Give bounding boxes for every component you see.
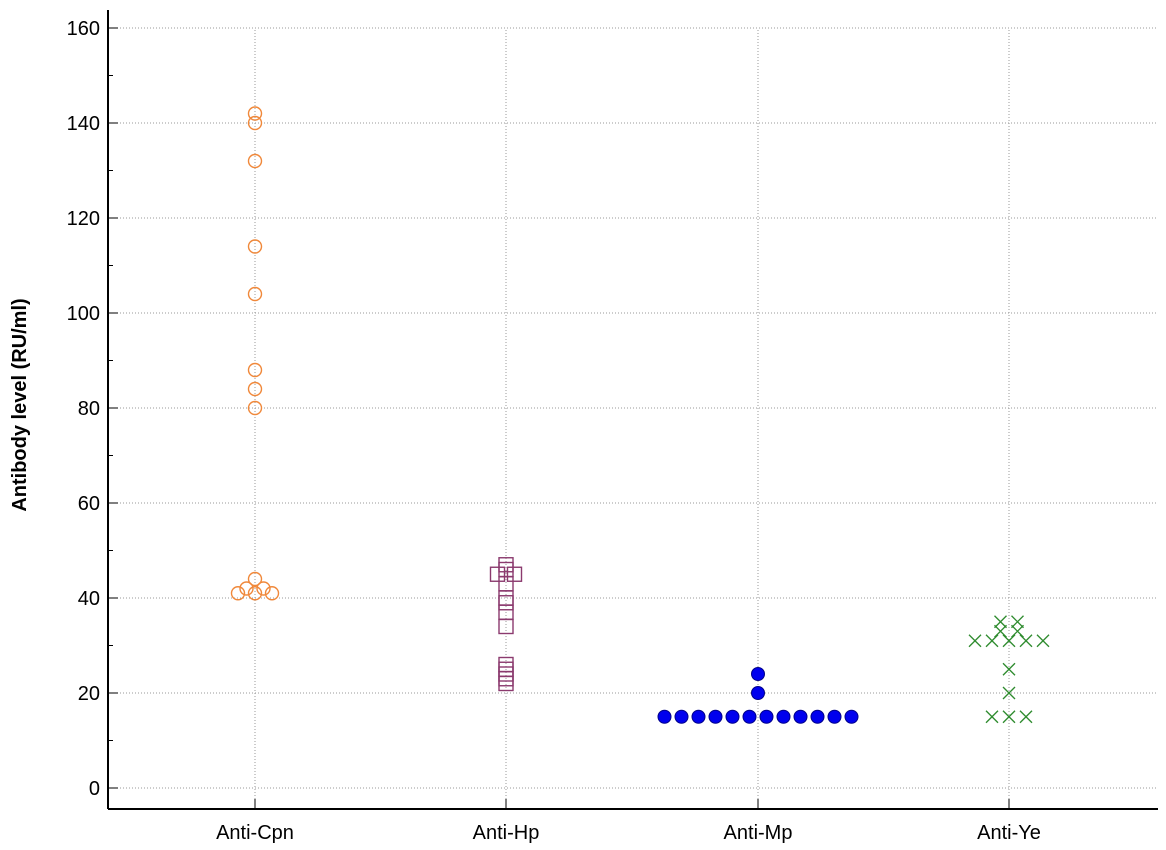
y-tick-label: 40 xyxy=(78,588,100,610)
data-point-anti-hp xyxy=(489,566,506,582)
grid xyxy=(108,27,1158,809)
x-tick-label: Anti-Cpn xyxy=(216,822,294,844)
data-point-anti-ye xyxy=(1011,624,1024,638)
x-tick-label: Anti-Hp xyxy=(473,822,540,844)
data-point-anti-cpn xyxy=(247,106,263,121)
data-point-anti-cpn xyxy=(247,362,263,378)
data-point-anti-cpn xyxy=(247,153,263,169)
data-point-anti-ye xyxy=(1002,662,1016,676)
y-tick-label: 0 xyxy=(89,778,100,800)
data-point-anti-hp xyxy=(498,595,514,611)
x-tick-label: Anti-Mp xyxy=(724,822,793,844)
data-point-anti-cpn xyxy=(264,586,280,601)
data-point-anti-mp xyxy=(674,709,689,724)
data-point-anti-cpn xyxy=(247,571,263,587)
data-point-anti-cpn xyxy=(247,400,263,416)
data-point-anti-mp xyxy=(810,709,825,724)
data-point-anti-ye xyxy=(994,624,1007,638)
y-tick-label: 140 xyxy=(67,113,100,135)
data-point-anti-ye xyxy=(985,634,999,648)
y-tick-label: 120 xyxy=(67,208,100,230)
data-point-anti-ye xyxy=(985,710,999,724)
data-point-anti-mp xyxy=(691,709,706,724)
data-point-anti-mp xyxy=(751,667,765,681)
data-point-anti-cpn xyxy=(256,581,271,596)
data-point-anti-cpn xyxy=(247,586,263,601)
y-tick-label: 60 xyxy=(78,493,100,515)
axes: 0 20 40 60 80 100 120 140 160 Anti-Cpn Anti-Hp Anti… xyxy=(67,10,1158,844)
data-point-anti-mp xyxy=(725,709,740,724)
data-point-anti-ye xyxy=(968,634,982,648)
data-point-anti-mp xyxy=(827,709,842,724)
y-tick-label: 160 xyxy=(67,18,100,40)
data-point-anti-ye xyxy=(1036,634,1050,648)
data-points xyxy=(230,106,1050,724)
y-tick-label: 20 xyxy=(78,683,100,705)
data-point-anti-cpn xyxy=(247,239,263,254)
data-point-anti-cpn xyxy=(247,286,263,302)
data-point-anti-ye xyxy=(1019,634,1033,648)
data-point-anti-ye xyxy=(1011,615,1024,629)
data-point-anti-mp xyxy=(657,709,672,724)
data-point-anti-cpn xyxy=(239,581,254,596)
data-point-anti-cpn xyxy=(230,586,246,601)
y-tick-label: 80 xyxy=(78,398,100,420)
data-point-anti-mp xyxy=(742,709,757,724)
data-point-anti-hp xyxy=(498,675,514,692)
data-point-anti-mp xyxy=(793,709,808,724)
data-point-anti-hp xyxy=(506,566,523,582)
y-tick-label: 100 xyxy=(67,303,100,325)
data-point-anti-ye xyxy=(1019,710,1033,724)
data-point-anti-mp xyxy=(844,709,859,724)
y-axis-title: Antibody level (RU/ml) xyxy=(9,298,31,511)
x-tick-label: Anti-Ye xyxy=(977,822,1041,844)
data-point-anti-cpn xyxy=(247,381,263,397)
data-point-anti-mp xyxy=(751,686,765,700)
data-point-anti-cpn xyxy=(247,115,263,131)
data-point-anti-ye xyxy=(1002,710,1016,724)
data-point-anti-mp xyxy=(759,709,774,724)
data-point-anti-ye xyxy=(994,615,1007,629)
data-point-anti-ye xyxy=(1002,686,1016,700)
data-point-anti-ye xyxy=(1002,634,1016,648)
data-point-anti-mp xyxy=(776,709,791,724)
data-point-anti-mp xyxy=(708,709,723,724)
data-point-anti-hp xyxy=(498,618,514,635)
